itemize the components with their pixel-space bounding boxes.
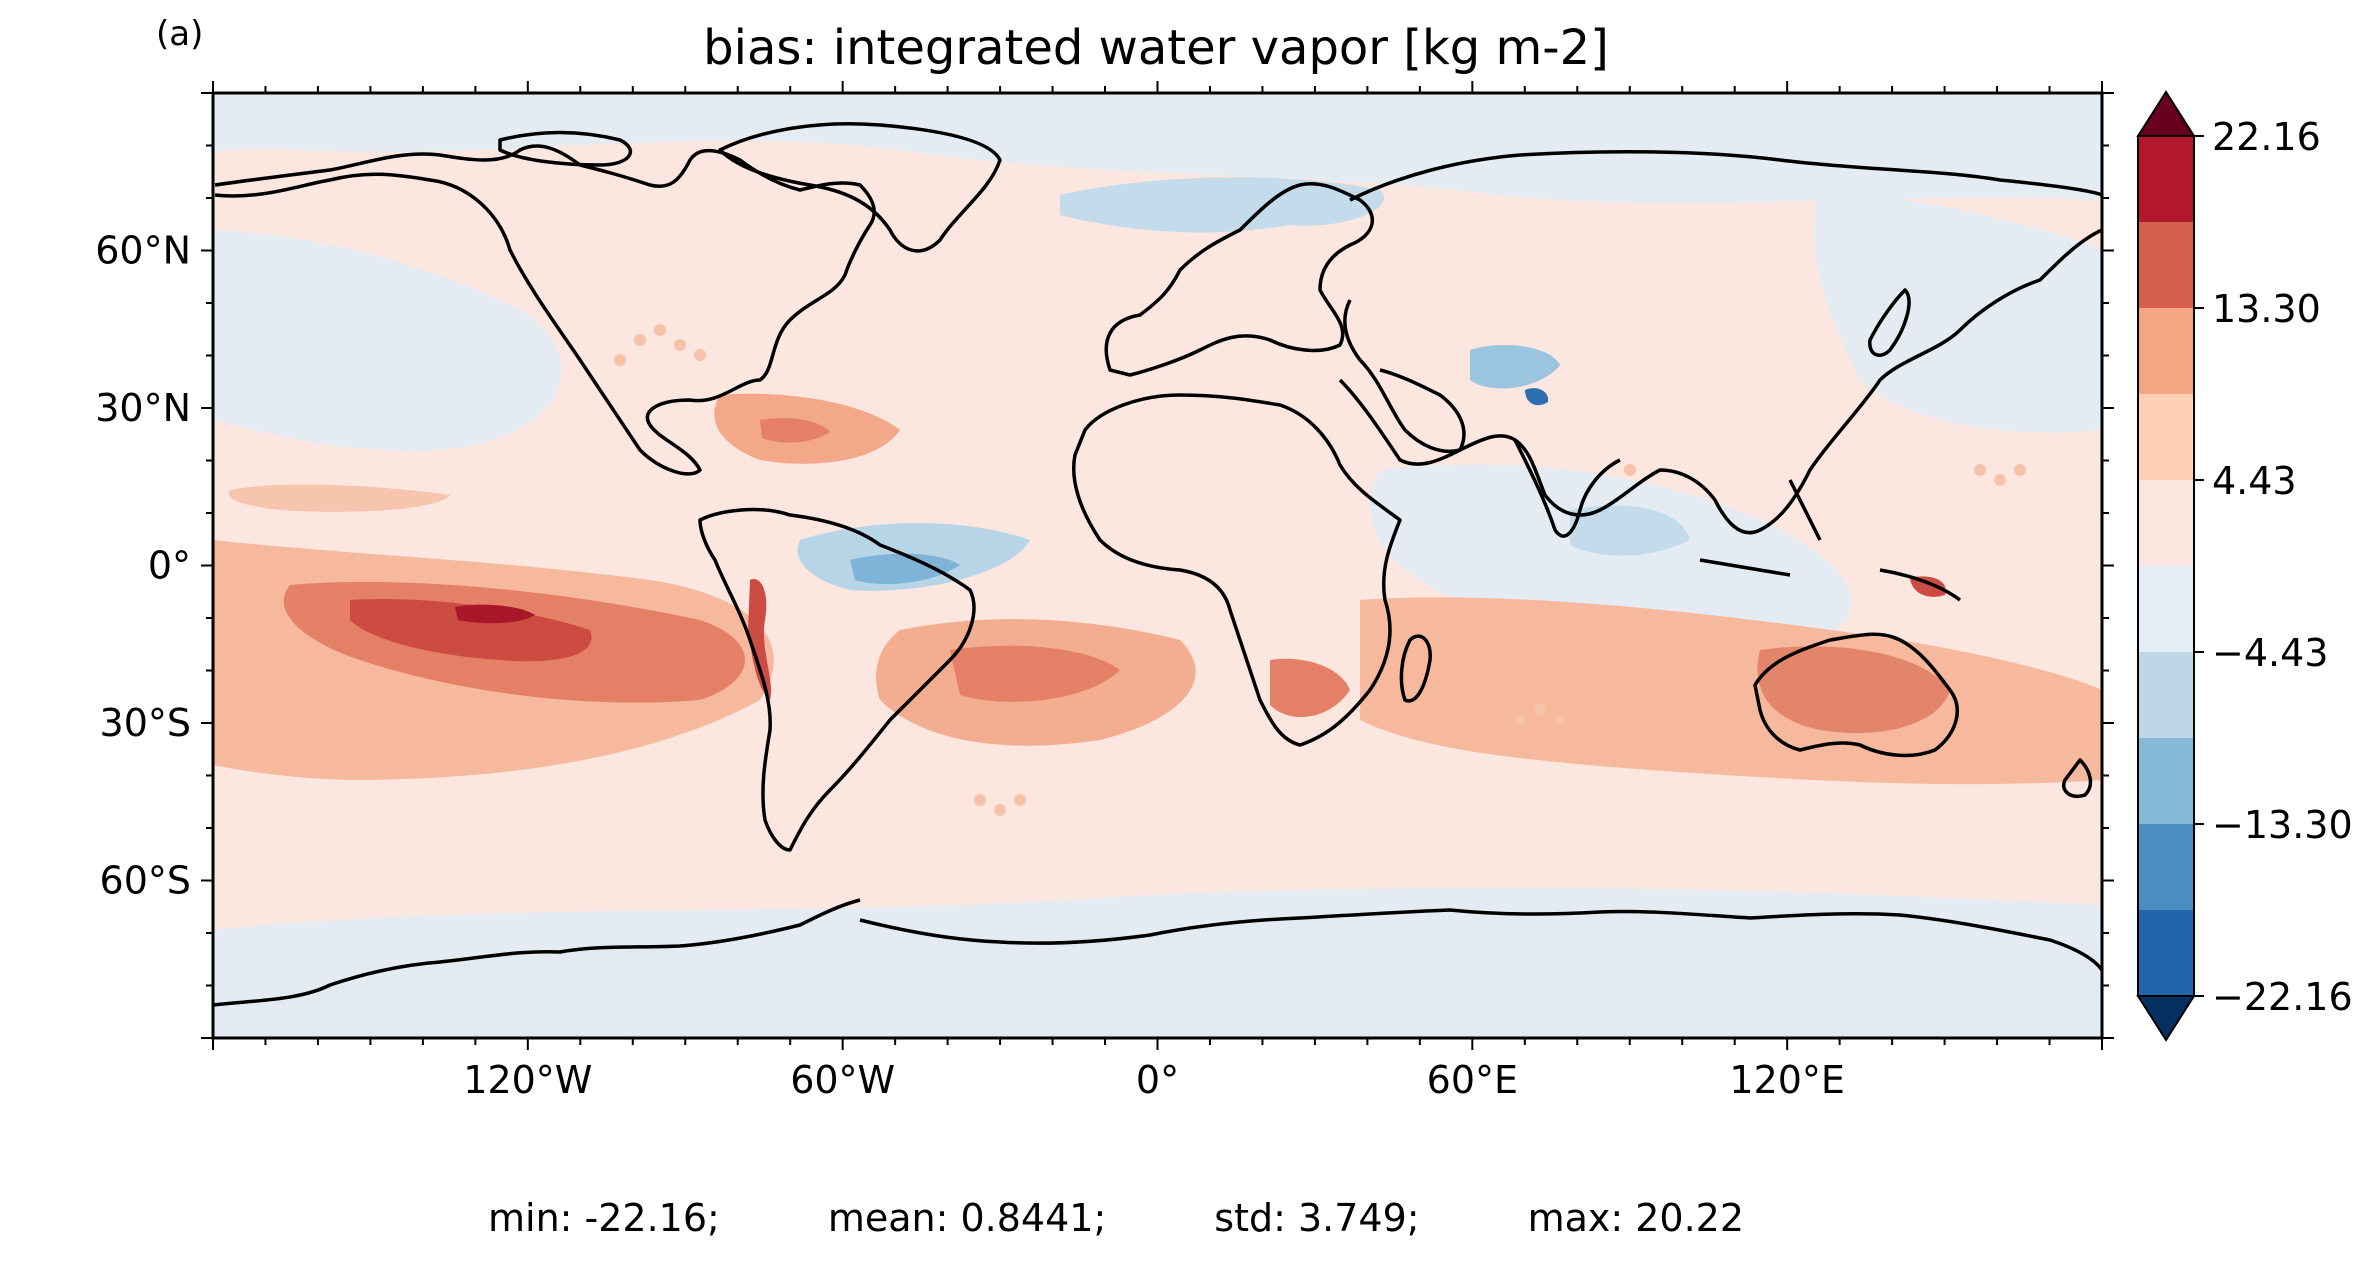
colorbar-tick-label: 4.43	[2212, 459, 2297, 503]
lat-tick-label: 30°N	[95, 386, 191, 430]
lon-tick-label: 0°	[1136, 1058, 1179, 1102]
stat-std: std: 3.749;	[1214, 1196, 1420, 1240]
colorbar-extend-max	[2136, 90, 2196, 137]
positive-bias-regions	[213, 393, 2102, 785]
dotted-patches	[614, 324, 2026, 816]
colorbar-tick-label: −4.43	[2212, 631, 2328, 675]
amazon-negative-core	[850, 553, 960, 585]
south-america-coastline	[698, 507, 976, 852]
southern-africa-core	[1270, 658, 1350, 717]
arctic-negative-region	[213, 93, 2102, 204]
lon-tick-label: 120°E	[1729, 1058, 1845, 1102]
colorbar-bin	[2138, 480, 2194, 567]
south-atlantic-core	[950, 645, 1120, 702]
bay-of-bengal-negative	[1570, 505, 1690, 556]
canada-archipelago	[498, 130, 633, 167]
longitude-axis: 120°W 60°W 0° 60°E 120°E	[212, 81, 2103, 1102]
colorbar-bin	[2138, 652, 2194, 739]
colorbar-bin	[2138, 222, 2194, 309]
south-pacific-max	[455, 604, 535, 624]
antarctica-coastline	[213, 898, 2102, 1007]
lat-tick-label: 30°S	[100, 701, 191, 745]
tibet-negative	[1470, 345, 1560, 389]
lon-tick-label: 60°E	[1427, 1058, 1518, 1102]
lon-tick-label: 60°W	[790, 1058, 895, 1102]
caribbean-inner	[760, 418, 830, 443]
colorbar-frame	[2137, 135, 2195, 997]
colorbar: 22.16 13.30 4.43 −4.43 −13.30 −22.16	[2136, 90, 2353, 1042]
australia-core	[1757, 646, 1950, 734]
north-pacific-negative	[213, 230, 562, 451]
north-pacific-positive-patches	[229, 484, 450, 512]
panel-label: (a)	[156, 14, 204, 54]
lat-tick-label: 60°N	[95, 229, 191, 273]
indian-ocean-band	[1360, 597, 2102, 785]
colorbar-bin	[2138, 136, 2194, 223]
arabia-coastline	[1338, 368, 1466, 466]
india-coastline	[1513, 439, 1621, 538]
colorbar-tick-label: 13.30	[2212, 287, 2321, 331]
colorbar-extend-min	[2136, 995, 2196, 1042]
plot-title: bias: integrated water vapor [kg m-2]	[703, 20, 1609, 76]
south-pacific-inner	[350, 599, 592, 662]
tibet-negative-core	[1525, 388, 1549, 406]
colorbar-tick-label: −13.30	[2212, 803, 2353, 847]
asia-coastline	[1343, 149, 2102, 535]
europe-coastline	[1104, 181, 1375, 377]
eurasia-negative	[1060, 177, 1384, 233]
new-guinea-core	[1910, 576, 1946, 597]
stat-mean: mean: 0.8441;	[827, 1196, 1107, 1240]
andes-core	[748, 579, 772, 700]
lat-tick-label: 60°S	[100, 859, 191, 903]
colorbar-bin	[2138, 394, 2194, 481]
map-panel	[213, 93, 2102, 1038]
colorbar-tick-label: 22.16	[2212, 115, 2321, 159]
summary-statistics: min: -22.16; mean: 0.8441; std: 3.749; max:…	[488, 1196, 1744, 1240]
west-pacific-negative	[1813, 190, 2102, 433]
colorbar-bin	[2138, 910, 2194, 997]
southeast-asia-islands	[1699, 479, 1962, 602]
antarctica-region	[213, 911, 2102, 1038]
colorbar-bin	[2138, 308, 2194, 395]
lon-tick-label: 120°W	[463, 1058, 592, 1102]
stat-max: max: 20.22	[1527, 1196, 1745, 1240]
north-america-coastline	[214, 144, 876, 476]
japan-coastline	[1868, 288, 1911, 357]
australia-coastline	[1753, 632, 1959, 758]
new-zealand-coastline	[2062, 758, 2093, 798]
africa-coastline	[1072, 393, 1402, 747]
coastlines	[213, 121, 2102, 1007]
negative-bias-regions	[213, 93, 2102, 1038]
colorbar-bin	[2138, 824, 2194, 911]
greenland-coastline	[718, 121, 1002, 253]
lat-tick-label: 0°	[148, 544, 191, 588]
colorbar-tick-label: −22.16	[2212, 975, 2353, 1019]
colorbar-bin	[2138, 566, 2194, 653]
stat-min: min: -22.16;	[488, 1196, 720, 1240]
madagascar-coastline	[1399, 634, 1432, 703]
colorbar-bin	[2138, 738, 2194, 825]
latitude-axis: 60°N 30°N 0° 30°S 60°S	[95, 92, 2114, 1039]
